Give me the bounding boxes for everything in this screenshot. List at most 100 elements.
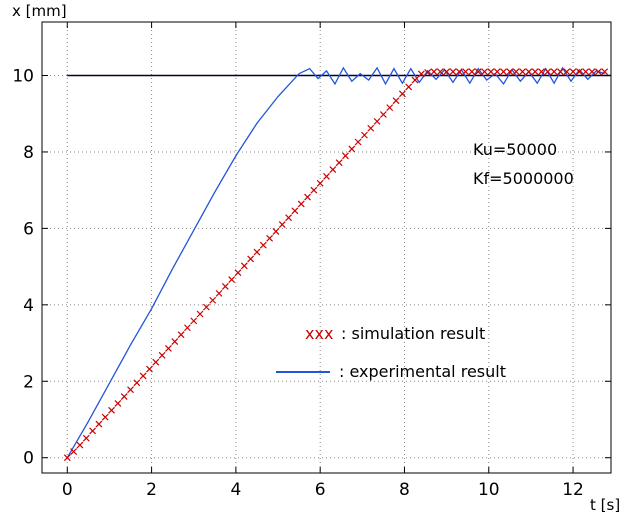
simulation-point: [525, 68, 533, 76]
simulation-point: [538, 68, 545, 76]
simulation-point: [342, 152, 349, 160]
x-tick-label: 2: [146, 480, 157, 500]
simulation-point: [139, 372, 147, 380]
annotation-ku: Ku=50000: [473, 140, 557, 159]
simulation-point: [297, 200, 305, 208]
simulation-point: [481, 68, 488, 76]
simulation-point: [430, 68, 438, 76]
simulation-point: [152, 358, 160, 366]
simulation-point: [310, 186, 318, 194]
simulation-point: [436, 68, 444, 76]
simulation-point: [278, 221, 286, 228]
simulation-point: [569, 68, 577, 76]
simulation-point: [487, 68, 495, 76]
x-tick-label: 6: [315, 480, 326, 500]
simulation-point: [468, 68, 476, 76]
simulation-point: [215, 289, 223, 297]
simulation-point: [165, 344, 172, 352]
simulation-point: [392, 97, 400, 105]
y-tick-label: 2: [23, 372, 34, 392]
simulation-point: [449, 68, 457, 76]
simulation-point: [240, 262, 248, 270]
simulation-point: [367, 124, 375, 132]
simulation-point: [82, 434, 90, 442]
simulation-point: [519, 68, 526, 76]
y-tick-label: 10: [12, 67, 34, 87]
simulation-point: [329, 166, 337, 173]
legend: xxx : simulation result : experimental r…: [276, 324, 506, 381]
ticks: [42, 22, 611, 473]
y-axis-label: x [mm]: [12, 2, 67, 20]
simulation-point: [95, 420, 103, 428]
simulation-point: [550, 68, 558, 76]
x-tick-label: 0: [62, 480, 73, 500]
simulation-point: [506, 68, 514, 76]
series-experimental: [66, 66, 605, 459]
simulation-point: [556, 68, 564, 76]
simulation-point: [221, 283, 229, 290]
simulation-point: [348, 145, 356, 153]
simulation-point: [101, 413, 109, 421]
simulation-point: [601, 68, 609, 76]
simulation-point: [531, 68, 539, 76]
simulation-point: [76, 441, 84, 449]
tick-labels: 0 2 4 6 8 10 12 0 2 4 6 8 10: [12, 67, 584, 500]
simulation-point: [373, 117, 381, 125]
simulation-point: [133, 379, 141, 387]
simulation-point: [158, 351, 166, 359]
simulation-point: [253, 248, 261, 256]
y-tick-label: 0: [23, 449, 34, 469]
simulation-point: [588, 68, 596, 76]
simulation-point: [266, 234, 274, 242]
simulation-point: [171, 338, 179, 345]
simulation-point: [354, 138, 362, 146]
simulation-point: [108, 406, 115, 414]
simulation-point: [455, 68, 463, 76]
simulation-point: [544, 68, 552, 76]
y-tick-label: 4: [23, 296, 34, 316]
simulation-point: [146, 365, 153, 373]
x-tick-label: 8: [399, 480, 410, 500]
simulation-point: [70, 448, 78, 456]
simulation-point: [361, 131, 368, 139]
simulation-point: [228, 276, 236, 284]
simulation-point: [594, 68, 602, 76]
simulation-point: [183, 324, 191, 332]
simulation-point: [285, 214, 292, 222]
simulation-point: [335, 159, 343, 167]
simulation-point: [500, 68, 507, 76]
simulation-point: [114, 400, 122, 407]
x-tick-label: 10: [478, 480, 500, 500]
simulation-point: [196, 310, 204, 318]
annotation-kf: Kf=5000000: [473, 169, 574, 188]
simulation-point: [120, 393, 128, 400]
legend-label-experimental: : experimental result: [339, 362, 506, 381]
simulation-point: [316, 179, 324, 187]
legend-marker-simulation: xxx: [305, 324, 333, 343]
simulation-point: [323, 172, 330, 180]
simulation-point: [493, 68, 501, 76]
simulation-point: [89, 427, 97, 435]
x-axis-label: t [s]: [590, 496, 620, 514]
simulation-point: [575, 68, 583, 76]
simulation-point: [247, 255, 255, 263]
x-tick-label: 12: [562, 480, 584, 500]
simulation-point: [304, 193, 311, 201]
simulation-point: [379, 111, 387, 118]
plot-area: [41, 21, 612, 474]
x-tick-label: 4: [230, 480, 241, 500]
simulation-point: [177, 331, 185, 339]
simulation-point: [272, 228, 280, 235]
simulation-point: [209, 296, 217, 304]
simulation-point: [462, 68, 470, 76]
simulation-point: [443, 68, 451, 76]
simulation-point: [386, 104, 394, 112]
simulation-point: [291, 207, 299, 215]
series-simulation: [63, 68, 609, 462]
simulation-point: [417, 70, 425, 78]
simulation-point: [563, 68, 571, 76]
y-tick-label: 8: [23, 143, 34, 163]
simulation-point: [127, 386, 134, 394]
simulation-point: [512, 68, 520, 76]
